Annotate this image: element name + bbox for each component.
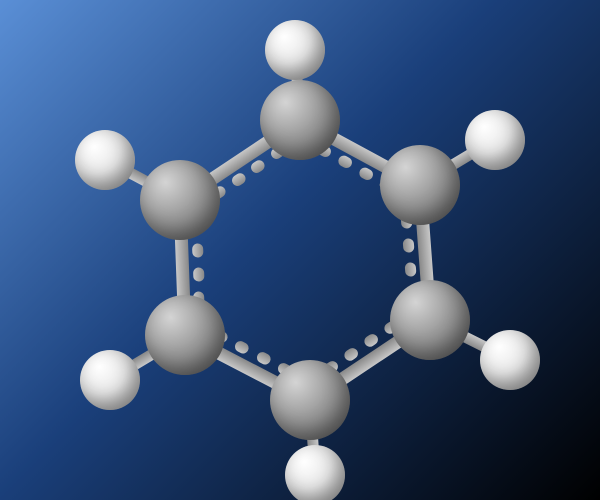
carbon-atom	[145, 295, 225, 375]
aromatic-bond-dash	[404, 262, 416, 277]
aromatic-bond-dash	[193, 267, 205, 281]
aromatic-bond-dash	[234, 339, 252, 355]
carbon-atom	[140, 160, 220, 240]
hydrogen-atom	[465, 110, 525, 170]
hydrogen-atom	[80, 350, 140, 410]
carbon-atom	[380, 145, 460, 225]
hydrogen-atom	[265, 20, 325, 80]
aromatic-bond-dash	[192, 243, 204, 257]
carbon-atom	[260, 80, 340, 160]
hydrogen-atom	[285, 445, 345, 500]
hydrogen-atom	[75, 130, 135, 190]
hydrogen-atom	[480, 330, 540, 390]
aromatic-bond-dash	[403, 238, 415, 253]
aromatic-bond-dash	[336, 154, 354, 170]
carbon-atom	[390, 280, 470, 360]
aromatic-bond-dash	[229, 171, 247, 188]
aromatic-bond-dash	[357, 165, 375, 181]
molecule-diagram	[0, 0, 600, 500]
carbon-atom	[270, 360, 350, 440]
aromatic-bond-dash	[255, 350, 273, 366]
